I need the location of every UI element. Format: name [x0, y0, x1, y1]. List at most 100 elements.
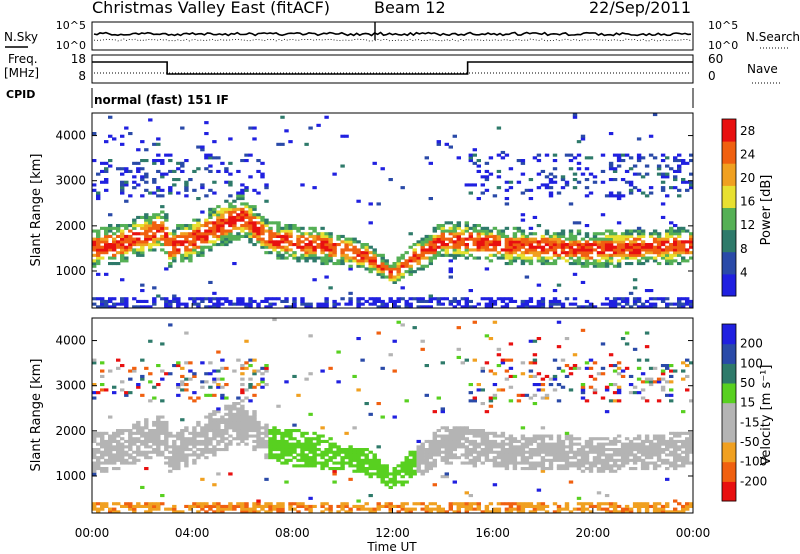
heatmap-cell: [636, 299, 642, 303]
heatmap-cell: [532, 450, 538, 454]
heatmap-cell: [240, 224, 245, 228]
heatmap-cell: [324, 507, 329, 511]
heatmap-cell: [556, 256, 562, 260]
heatmap-cell: [532, 434, 538, 438]
heatmap-cell: [656, 453, 662, 457]
heatmap-cell: [204, 426, 209, 430]
heatmap-cell: [124, 504, 129, 508]
heatmap-cell: [224, 229, 229, 233]
heatmap-cell: [304, 464, 309, 468]
noise-sky-trace: [93, 31, 692, 37]
heatmap-cell: [548, 248, 554, 252]
heatmap-cell: [220, 415, 225, 419]
heatmap-cell: [392, 264, 397, 268]
heatmap-cell: [160, 297, 165, 301]
heatmap-cell: [220, 429, 225, 433]
heatmap-cell: [284, 245, 289, 249]
heatmap-cell: [224, 423, 229, 427]
heatmap-cell: [108, 442, 113, 446]
heatmap-cell: [620, 251, 626, 255]
heatmap-cell: [628, 458, 634, 462]
heatmap-cell: [288, 445, 293, 449]
heatmap-cell: [356, 450, 361, 454]
heatmap-cell: [560, 243, 566, 247]
heatmap-cell: [256, 423, 261, 427]
heatmap-cell: [612, 504, 618, 508]
heatmap-cell: [396, 297, 401, 301]
heatmap-cell: [372, 510, 377, 514]
heatmap-cell: [128, 234, 133, 238]
heatmap-cell: [152, 504, 157, 508]
heatmap-cell: [140, 426, 145, 430]
heatmap-cell: [300, 226, 305, 230]
heatmap-cell: [256, 229, 261, 233]
heatmap-cell: [560, 467, 566, 471]
heatmap-cell: [596, 445, 602, 449]
heatmap-cell: [572, 243, 578, 247]
heatmap-cell: [488, 396, 494, 400]
heatmap-cell: [240, 391, 245, 395]
heatmap-cell: [164, 153, 169, 157]
heatmap-cell: [460, 442, 465, 446]
heatmap-cell: [681, 458, 686, 462]
heatmap-cell: [436, 442, 441, 446]
heatmap-cell: [628, 383, 634, 387]
heatmap-cell: [112, 439, 117, 443]
heatmap-cell: [464, 448, 469, 452]
heatmap-cell: [140, 374, 145, 378]
heatmap-cell: [464, 445, 469, 449]
heatmap-cell: [184, 302, 189, 306]
heatmap-cell: [176, 226, 181, 230]
heatmap-cell: [372, 256, 377, 260]
heatmap-cell: [348, 259, 353, 263]
heatmap-cell: [148, 305, 153, 309]
heatmap-cell: [120, 188, 125, 192]
heatmap-cell: [360, 469, 365, 473]
heatmap-cell: [368, 202, 373, 206]
heatmap-cell: [480, 369, 485, 373]
heatmap-cell: [336, 445, 341, 449]
heatmap-cell: [480, 229, 485, 233]
heatmap-cell: [92, 448, 97, 452]
heatmap-cell: [288, 226, 293, 230]
heatmap-cell: [96, 502, 101, 506]
heatmap-cell: [304, 251, 309, 255]
heatmap-cell: [408, 297, 413, 301]
heatmap-cell: [580, 458, 586, 462]
heatmap-cell: [140, 253, 145, 257]
heatmap-cell: [228, 205, 233, 209]
heatmap-cell: [548, 194, 554, 198]
heatmap-cell: [628, 305, 634, 309]
heatmap-cell: [252, 229, 257, 233]
heatmap-cell: [456, 347, 461, 351]
heatmap-cell: [652, 448, 658, 452]
heatmap-cell: [592, 305, 598, 309]
heatmap-cell: [220, 377, 225, 381]
heatmap-cell: [224, 243, 229, 247]
heatmap-cell: [520, 262, 526, 266]
heatmap-cell: [268, 442, 273, 446]
heatmap-cell: [188, 232, 193, 236]
heatmap-cell: [224, 167, 229, 171]
heatmap-cell: [228, 418, 233, 422]
heatmap-cell: [669, 364, 674, 368]
heatmap-cell: [216, 305, 221, 309]
heatmap-cell: [520, 159, 526, 163]
heatmap-cell: [548, 299, 554, 303]
heatmap-cell: [116, 458, 121, 462]
heatmap-cell: [296, 234, 301, 238]
heatmap-cell: [276, 234, 281, 238]
heatmap-cell: [392, 469, 397, 473]
heatmap-cell: [224, 507, 229, 511]
heatmap-cell: [108, 245, 113, 249]
heatmap-cell: [544, 262, 550, 266]
heatmap-cell: [248, 415, 253, 419]
heatmap-cell: [508, 245, 514, 249]
heatmap-cell: [436, 510, 441, 514]
heatmap-cell: [208, 450, 213, 454]
heatmap-cell: [328, 504, 333, 508]
heatmap-cell: [124, 237, 129, 241]
heatmap-cell: [472, 153, 477, 157]
heatmap-cell: [228, 210, 233, 214]
heatmap-cell: [332, 245, 337, 249]
